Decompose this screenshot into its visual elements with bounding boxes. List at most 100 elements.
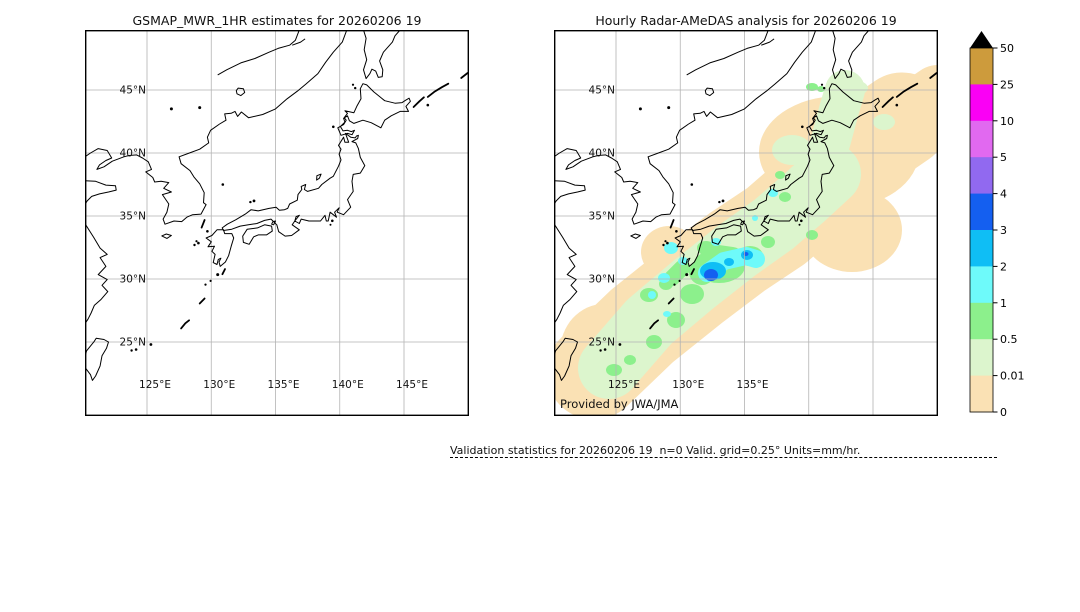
sakhalin-coastline bbox=[832, 30, 870, 80]
colorbar-tick-label: 3 bbox=[1000, 224, 1007, 237]
lon-tick-label: 130°E bbox=[203, 379, 235, 391]
shandong-coastline bbox=[85, 180, 117, 205]
sado-coastline bbox=[316, 173, 322, 181]
lat-tick-label: 35°N bbox=[589, 210, 615, 222]
jeju-coastline bbox=[161, 233, 172, 239]
lon-tick-label: 125°E bbox=[608, 379, 640, 391]
lon-tick-label: 140°E bbox=[332, 379, 364, 391]
lat-tick-label: 30°N bbox=[589, 273, 615, 285]
lat-tick-label: 40°N bbox=[589, 147, 615, 159]
primorye-coast-coastline bbox=[688, 30, 817, 125]
china-south-coast-coastline bbox=[85, 223, 109, 324]
colorbar-segment bbox=[970, 193, 993, 231]
lake-khanka-coastline bbox=[704, 87, 715, 97]
gsmap-estimates-map: 45°N 40°N 35°N 30°N 25°N 125°E 130°E 135°E 140°E… bbox=[85, 30, 469, 416]
iturup-island bbox=[426, 82, 450, 98]
colorbar-segment bbox=[970, 84, 993, 122]
lat-tick-label: 25°N bbox=[120, 336, 146, 348]
amur-river-coastline bbox=[217, 30, 300, 76]
colorbar-tick-label: 0.01 bbox=[1000, 370, 1025, 383]
tanegashima-island bbox=[221, 268, 226, 276]
colorbar-overflow-triangle bbox=[970, 31, 993, 48]
colorbar-segment bbox=[970, 266, 993, 304]
kyushu-coastline bbox=[674, 229, 704, 267]
lon-tick-label: 125°E bbox=[139, 379, 171, 391]
awaji-coastline bbox=[271, 220, 276, 226]
lat-tick-label: 45°N bbox=[120, 84, 146, 96]
lat-tick-label: 30°N bbox=[120, 273, 146, 285]
lake-khanka-coastline bbox=[235, 87, 246, 97]
axis-labels: 45°N 40°N 35°N 30°N 25°N 125°E 130°E 135°E bbox=[589, 84, 769, 391]
colorbar-tick-label: 50 bbox=[1000, 42, 1014, 55]
tsushima-island bbox=[669, 219, 675, 229]
right-map-title: Hourly Radar-AMeDAS analysis for 2026020… bbox=[595, 13, 897, 28]
colorbar-segment bbox=[970, 157, 993, 195]
okinawa-island bbox=[180, 319, 190, 330]
left-map-title: GSMAP_MWR_1HR estimates for 20260206 19 bbox=[132, 13, 422, 28]
colorbar-tick-label: 0.5 bbox=[1000, 333, 1018, 346]
map-frame bbox=[554, 30, 938, 416]
kunashir-island bbox=[881, 96, 894, 108]
colorbar-segments bbox=[970, 48, 993, 413]
colorbar-segment bbox=[970, 48, 993, 85]
urup-island bbox=[929, 72, 938, 79]
lon-tick-label: 130°E bbox=[672, 379, 704, 391]
axis-labels: 45°N 40°N 35°N 30°N 25°N 125°E 130°E 135°E 140°E… bbox=[120, 84, 428, 391]
shandong-coastline bbox=[554, 180, 586, 205]
lat-tick-label: 45°N bbox=[589, 84, 615, 96]
map-frame bbox=[85, 30, 469, 416]
colorbar-tick-label: 5 bbox=[1000, 151, 1007, 164]
tanegashima-island bbox=[690, 268, 695, 276]
kunashir-island bbox=[412, 96, 425, 108]
colorbar-tick-label: 0 bbox=[1000, 406, 1007, 419]
precip-colorbar: 50 25 10 5 4 3 2 1 0.5 0.01 0 bbox=[969, 31, 1025, 419]
iturup-island bbox=[895, 82, 919, 98]
sakhalin-coastline bbox=[363, 30, 401, 80]
graticule bbox=[554, 30, 938, 416]
colorbar-segment bbox=[970, 339, 993, 377]
radar-amedas-analysis-map: 45°N 40°N 35°N 30°N 25°N 125°E 130°E 135°E Provi… bbox=[554, 30, 938, 416]
colorbar-tick-label: 25 bbox=[1000, 78, 1014, 91]
jeju-coastline bbox=[630, 233, 641, 239]
urup-island bbox=[460, 72, 469, 79]
sado-coastline bbox=[785, 173, 791, 181]
hokkaido-coastline bbox=[337, 83, 411, 136]
amur-spur-coastline bbox=[292, 38, 306, 46]
lat-tick-label: 40°N bbox=[120, 147, 146, 159]
amami-island bbox=[198, 297, 206, 305]
precipitation-shading bbox=[554, 65, 938, 416]
colorbar-tick-label: 4 bbox=[1000, 188, 1007, 201]
honshu-coastline bbox=[690, 132, 835, 237]
lat-tick-label: 25°N bbox=[589, 336, 615, 348]
lat-tick-label: 35°N bbox=[120, 210, 146, 222]
amami-island bbox=[667, 297, 675, 305]
hokkaido-coastline bbox=[806, 83, 880, 136]
colorbar-tick-labels: 50 25 10 5 4 3 2 1 0.5 0.01 0 bbox=[993, 42, 1025, 419]
colorbar-segment bbox=[970, 302, 993, 340]
lon-tick-label: 135°E bbox=[737, 379, 769, 391]
colorbar-segment bbox=[970, 230, 993, 267]
map-background bbox=[85, 30, 469, 416]
honshu-coastline bbox=[221, 132, 366, 237]
colorbar-tick-label: 10 bbox=[1000, 115, 1014, 128]
coastlines bbox=[85, 30, 469, 381]
colorbar-tick-label: 2 bbox=[1000, 260, 1007, 273]
lon-tick-label: 135°E bbox=[268, 379, 300, 391]
lon-tick-label: 145°E bbox=[396, 379, 428, 391]
shikoku-coastline bbox=[711, 224, 742, 245]
tsushima-island bbox=[200, 219, 206, 229]
dashed-underline bbox=[450, 457, 997, 458]
korea-china-coast-coastline bbox=[85, 123, 220, 225]
colorbar-segment bbox=[970, 375, 993, 413]
coastlines bbox=[554, 30, 938, 381]
kyushu-coastline bbox=[205, 229, 235, 267]
china-south-coast-coastline bbox=[554, 223, 578, 324]
okinawa-island bbox=[649, 319, 659, 330]
primorye-coast-coastline bbox=[219, 30, 348, 125]
amur-spur-coastline bbox=[761, 38, 775, 46]
shikoku-coastline bbox=[242, 224, 273, 245]
korea-china-coast-coastline bbox=[554, 123, 689, 225]
data-credit-label: Provided by JWA/JMA bbox=[560, 397, 679, 411]
awaji-coastline bbox=[740, 220, 745, 226]
